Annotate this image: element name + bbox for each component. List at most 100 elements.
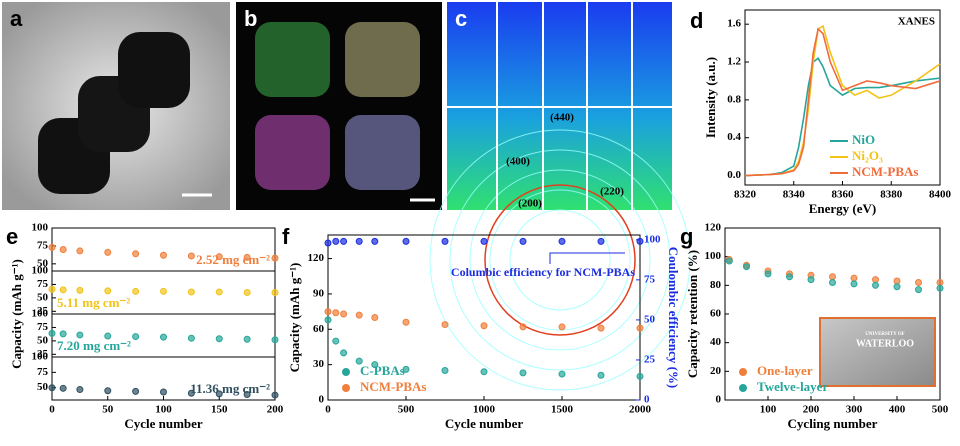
x-tick-label: 200 [267,404,284,416]
x-axis-label: Cycling number [788,416,878,431]
plane-label: (200) [518,198,542,210]
annotation-arrow [549,252,625,265]
data-point [636,237,644,245]
data-line [744,24,941,177]
data-point [936,284,944,292]
y-tick-label: 100 [32,308,49,320]
data-point [76,331,84,339]
y-axis-label: Capacity (mAh g⁻¹) [9,259,24,369]
y-tick-label: 0 [716,394,722,406]
data-point [441,367,449,375]
x-tick-label: 8380 [880,189,903,201]
data-point [132,287,140,295]
chart-title: XANES [898,16,935,28]
legend-label: NiO [852,132,875,147]
y-tick-label: 0 [644,394,650,406]
legend-label: Twelve-layer [757,379,828,394]
element-map [345,115,420,190]
annotation: 5.11 mg cm⁻² [57,295,130,310]
data-point [243,289,251,296]
data-point [187,334,195,342]
data-point [340,349,348,357]
inset-text: UNIVERSITY OF [865,332,904,337]
y-axis-label: Capacity (mAh g⁻¹) [287,263,302,373]
legend-label: Ni₂O₃ [852,148,883,163]
data-point [48,243,56,251]
y-tick-label: 75 [37,321,49,333]
legend-swatch [739,368,747,376]
data-point [558,323,566,331]
data-point [160,287,167,295]
data-point [160,251,167,259]
data-point [243,335,251,343]
y-tick-label: 100 [32,222,49,234]
plane-label: (400) [506,156,530,168]
data-point [340,310,348,318]
data-point [332,309,340,317]
diffraction-rings [429,129,691,391]
data-point [48,384,56,392]
plane-label: (440) [550,112,574,124]
data-point [597,324,605,332]
x-tick-label: 300 [846,404,863,416]
y-tick-label: 50 [37,381,49,393]
data-point [743,263,750,271]
legend-swatch [342,384,350,392]
x-tick-label: 8320 [734,189,757,201]
data-point [872,276,879,284]
data-point [850,274,858,282]
y-tick-label: 1.6 [727,18,741,30]
data-point [636,324,644,332]
data-point [786,273,793,281]
data-point [324,239,332,247]
y-tick-label: 20 [710,365,722,377]
annotation: Columbic efficiency for NCM-PBAs [451,265,635,279]
x-tick-label: 400 [889,404,906,416]
data-point [132,333,140,341]
legend-label: NCM-PBAs [852,164,918,179]
plot-frame [744,9,941,186]
y-axis-label: Capacity retention (%) [685,250,700,378]
data-point [893,277,901,285]
x-tick-label: 1000 [473,404,496,416]
element-map [345,22,420,97]
data-point [725,257,733,265]
y-tick-label: 0.0 [727,169,741,181]
data-point [371,314,379,321]
data-point [936,278,944,286]
data-point [597,371,605,379]
y-tick-label: 100 [32,351,49,363]
data-point [558,370,566,378]
y-tick-label: 50 [37,291,49,303]
inset-photo [819,317,936,387]
plane-label: (220) [600,186,624,198]
legend-label: NCM-PBAs [360,379,426,394]
y-tick-label: 60 [710,308,722,320]
data-point [829,273,836,281]
y-tick-label: 120 [308,252,325,264]
data-point [441,321,449,329]
data-point [324,308,332,316]
legend-swatch [739,384,747,392]
data-point [441,237,449,245]
data-point [76,386,84,394]
image-c: (440) (400) (220) (200) c [429,2,691,391]
y-tick-label: 50 [644,313,656,325]
data-point [324,316,332,324]
data-point [636,372,644,380]
data-point [104,287,112,295]
data-point [402,365,410,373]
y-tick-label: 25 [37,305,49,317]
y-tick-label: 0.4 [727,131,741,143]
data-point [76,247,84,255]
data-point [187,389,195,397]
legend-swatch [342,368,350,376]
element-map [255,115,330,190]
data-point [402,318,410,326]
data-point [160,388,167,396]
y-tick-label: 60 [313,323,325,335]
data-point [59,246,67,253]
data-point [76,286,84,294]
data-point [872,281,879,289]
x-tick-label: 100 [760,404,777,416]
